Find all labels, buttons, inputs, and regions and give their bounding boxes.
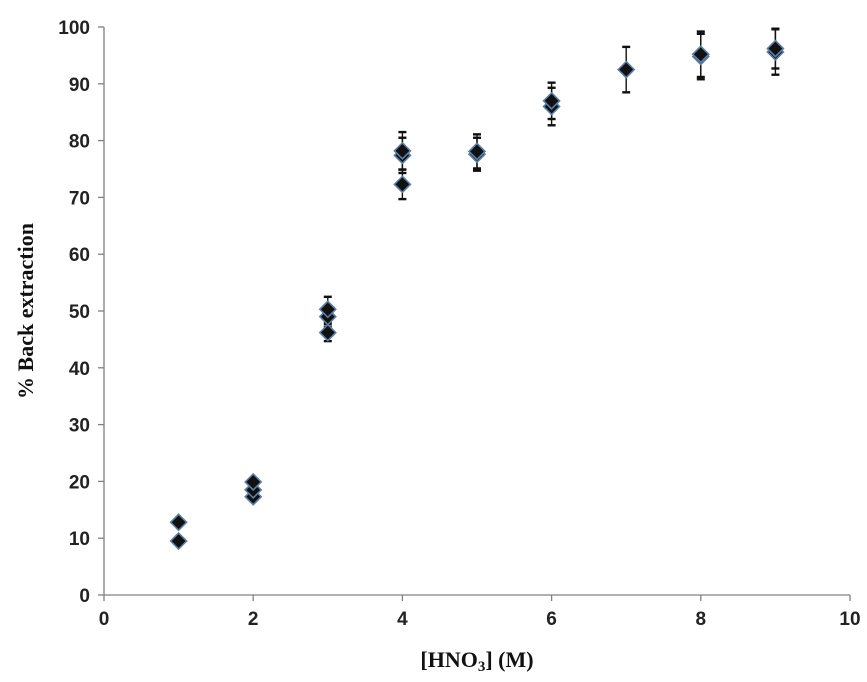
x-tick-label: 4 — [397, 609, 408, 630]
error-bars — [323, 27, 780, 343]
data-point — [766, 39, 785, 58]
y-tick-label: 70 — [69, 188, 90, 209]
data-point — [244, 472, 263, 492]
y-tick-label: 20 — [69, 472, 90, 493]
y-tick-label: 100 — [58, 18, 90, 39]
data-point — [169, 513, 188, 532]
x-tick-label: 8 — [696, 609, 707, 630]
y-axis: 0 10 20 30 40 50 60 70 80 90 100 — [58, 18, 104, 607]
data-point — [169, 531, 188, 551]
y-tick-label: 0 — [79, 586, 90, 607]
x-tick-label: 6 — [546, 609, 557, 630]
data-point — [691, 45, 710, 64]
x-axis-title-subscript: 3 — [478, 659, 486, 675]
y-tick-label: 40 — [69, 359, 90, 380]
x-tick-label: 0 — [99, 609, 110, 630]
x-tick-label: 2 — [248, 609, 259, 630]
data-point — [393, 141, 412, 160]
y-tick-label: 80 — [69, 132, 90, 153]
y-tick-label: 60 — [69, 245, 90, 266]
data-point — [617, 60, 636, 79]
x-axis: 0 2 4 6 8 10 — [99, 595, 861, 630]
data-point — [467, 142, 487, 161]
data-point — [542, 91, 561, 110]
plot-area — [103, 27, 850, 596]
y-tick-label: 10 — [69, 529, 90, 550]
data-point — [318, 300, 337, 319]
data-point — [318, 323, 337, 342]
y-axis-title: % Back extraction — [13, 223, 38, 399]
y-tick-label: 90 — [69, 75, 90, 96]
y-tick-label: 30 — [69, 416, 90, 437]
x-axis-title-close: ] (M) — [485, 647, 533, 672]
x-tick-label: 10 — [839, 609, 860, 630]
data-point — [393, 175, 412, 194]
data-points — [169, 39, 785, 551]
x-axis-title: [HNO3] (M) — [420, 647, 533, 675]
y-tick-label: 50 — [69, 302, 90, 323]
x-axis-title-open: [HNO — [420, 647, 477, 672]
